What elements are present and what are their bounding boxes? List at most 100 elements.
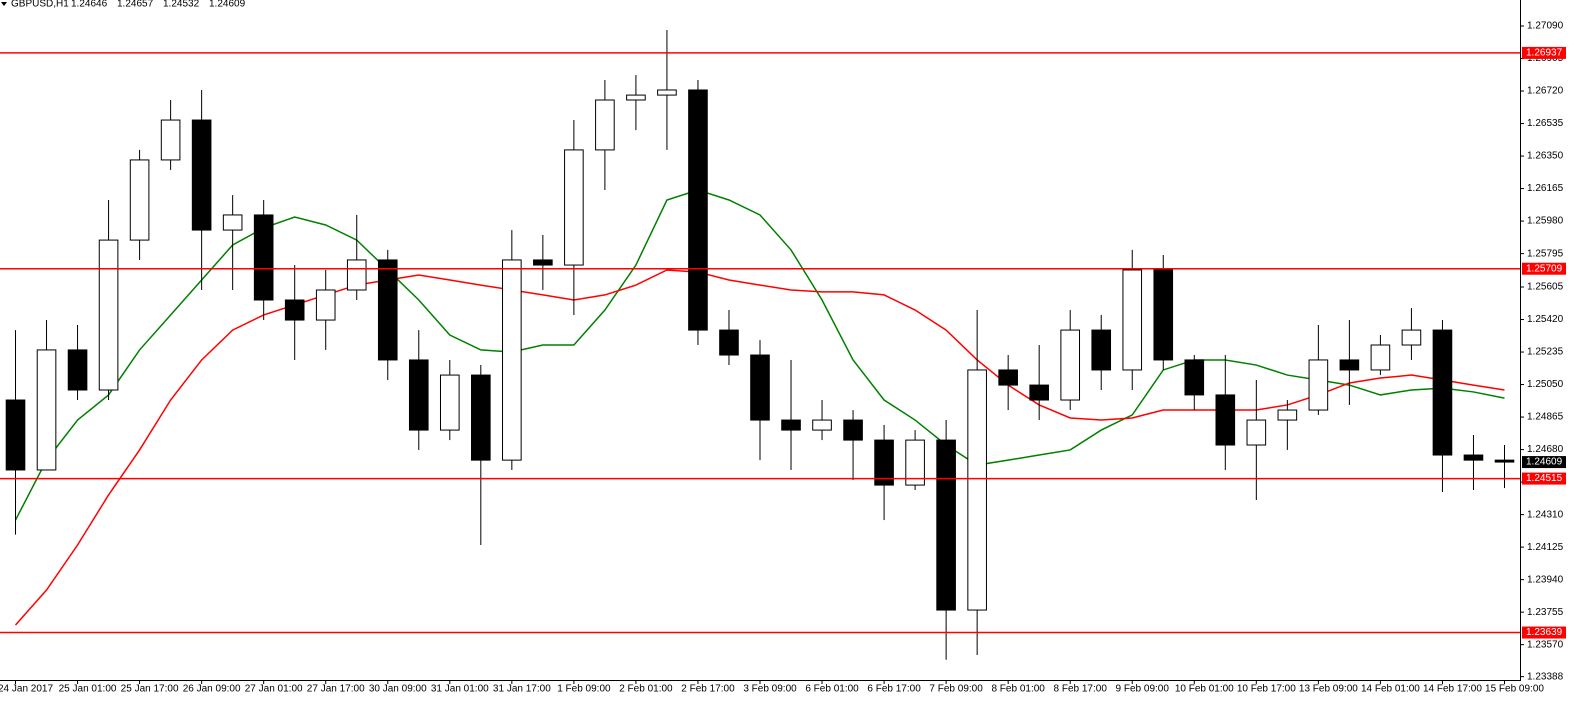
header-triangle xyxy=(1,2,7,6)
level-label-box xyxy=(1522,46,1566,59)
candle-body xyxy=(905,439,925,486)
candle-body xyxy=(936,439,956,611)
header-ohlc-value: 1.24609 xyxy=(209,0,246,10)
candle-body xyxy=(1091,329,1112,371)
candle-body xyxy=(1432,329,1453,456)
candle-body xyxy=(750,354,770,421)
level-label: 1.25709 xyxy=(1526,263,1563,274)
candle-body xyxy=(1060,329,1081,401)
x-tick-label: 25 Jan 01:00 xyxy=(59,684,117,695)
candle-body xyxy=(1339,359,1360,371)
candle-body xyxy=(1463,454,1484,461)
x-tick-label: 9 Feb 09:00 xyxy=(1116,684,1170,695)
y-tick-label: 1.26535 xyxy=(1527,118,1564,129)
candle-body xyxy=(843,419,863,441)
candle-body xyxy=(874,439,894,486)
candle-body xyxy=(5,399,26,471)
x-tick-label: 26 Jan 09:00 xyxy=(183,684,241,695)
y-tick-label: 1.26350 xyxy=(1527,151,1564,162)
candle-body xyxy=(812,419,832,431)
y-tick-label: 1.25795 xyxy=(1527,248,1564,259)
x-tick-label: 3 Feb 09:00 xyxy=(743,684,797,695)
candle-body xyxy=(595,99,615,151)
x-tick-label: 10 Feb 01:00 xyxy=(1175,684,1234,695)
y-tick-label: 1.23388 xyxy=(1527,671,1564,682)
candle-body xyxy=(1029,384,1049,401)
candle-body xyxy=(1494,459,1515,463)
candle-body xyxy=(67,349,88,391)
x-tick-label: 30 Jan 09:00 xyxy=(369,684,427,695)
candle-body xyxy=(222,214,243,231)
x-tick-label: 8 Feb 01:00 xyxy=(991,684,1045,695)
header-ohlc-value: 1.24532 xyxy=(163,0,200,10)
level-label-box xyxy=(1522,626,1566,639)
header-ohlc-value: 1.24657 xyxy=(117,0,154,10)
y-tick-label: 1.23570 xyxy=(1527,639,1564,650)
candle-body xyxy=(502,259,522,461)
x-tick-label: 14 Feb 17:00 xyxy=(1423,684,1482,695)
candle-body xyxy=(1246,419,1267,446)
candle-body xyxy=(1308,359,1329,411)
symbol-label: GBPUSD,H1 xyxy=(11,0,69,10)
x-tick-label: 6 Feb 17:00 xyxy=(867,684,921,695)
candle-body xyxy=(626,94,646,101)
y-tick-label: 1.25605 xyxy=(1527,282,1564,293)
level-label: 1.23639 xyxy=(1526,627,1563,638)
candle-body xyxy=(1122,269,1143,371)
x-tick-label: 6 Feb 01:00 xyxy=(805,684,859,695)
level-label: 1.24515 xyxy=(1526,473,1563,484)
candle-body xyxy=(781,419,801,431)
candle-body xyxy=(533,259,553,266)
current-price-label: 1.24609 xyxy=(1526,457,1563,468)
level-label: 1.26937 xyxy=(1526,48,1563,59)
candle-body xyxy=(346,259,367,291)
x-tick-label: 14 Feb 01:00 xyxy=(1361,684,1420,695)
x-tick-label: 13 Feb 09:00 xyxy=(1299,684,1358,695)
candle-body xyxy=(191,119,212,231)
candle-body xyxy=(1401,329,1422,346)
y-tick-label: 1.24310 xyxy=(1527,509,1564,520)
candle-body xyxy=(1184,359,1205,396)
x-tick-label: 2 Feb 01:00 xyxy=(619,684,673,695)
candle-body xyxy=(253,214,274,301)
x-tick-label: 27 Jan 17:00 xyxy=(307,684,365,695)
candle-body xyxy=(129,159,150,241)
x-tick-label: 7 Feb 09:00 xyxy=(929,684,983,695)
y-tick-label: 1.26720 xyxy=(1527,86,1564,97)
x-tick-label: 27 Jan 01:00 xyxy=(245,684,303,695)
candle-body xyxy=(98,239,119,391)
candle-body xyxy=(719,329,739,356)
x-tick-label: 24 Jan 2017 xyxy=(0,684,53,695)
x-tick-label: 31 Jan 01:00 xyxy=(431,684,489,695)
candle-body xyxy=(439,374,460,431)
x-tick-label: 8 Feb 17:00 xyxy=(1054,684,1108,695)
candle-body xyxy=(284,299,305,321)
y-tick-label: 1.26165 xyxy=(1527,183,1564,194)
y-tick-label: 1.24680 xyxy=(1527,444,1564,455)
y-tick-label: 1.25050 xyxy=(1527,379,1564,390)
x-tick-label: 1 Feb 09:00 xyxy=(557,684,611,695)
current-price-box xyxy=(1522,456,1566,469)
header-ohlc-value: 1.24646 xyxy=(71,0,108,10)
candle-body xyxy=(1370,344,1391,371)
y-tick-label: 1.24125 xyxy=(1527,542,1564,553)
x-tick-label: 10 Feb 17:00 xyxy=(1237,684,1296,695)
y-tick-label: 1.24865 xyxy=(1527,412,1564,423)
y-tick-label: 1.23940 xyxy=(1527,574,1564,585)
level-label-box xyxy=(1522,262,1566,275)
candle-body xyxy=(564,149,584,266)
x-tick-label: 31 Jan 17:00 xyxy=(493,684,551,695)
candle-body xyxy=(657,89,677,96)
candle-body xyxy=(967,369,987,611)
y-tick-label: 1.27090 xyxy=(1527,21,1564,32)
candle-body xyxy=(377,259,398,361)
candle-body xyxy=(1277,409,1298,421)
y-tick-label: 1.25420 xyxy=(1527,314,1564,325)
candle-body xyxy=(998,369,1018,386)
candle-body xyxy=(315,289,336,321)
candle-body xyxy=(1215,394,1236,446)
x-tick-label: 15 Feb 09:00 xyxy=(1485,684,1544,695)
candle-body xyxy=(36,349,57,471)
